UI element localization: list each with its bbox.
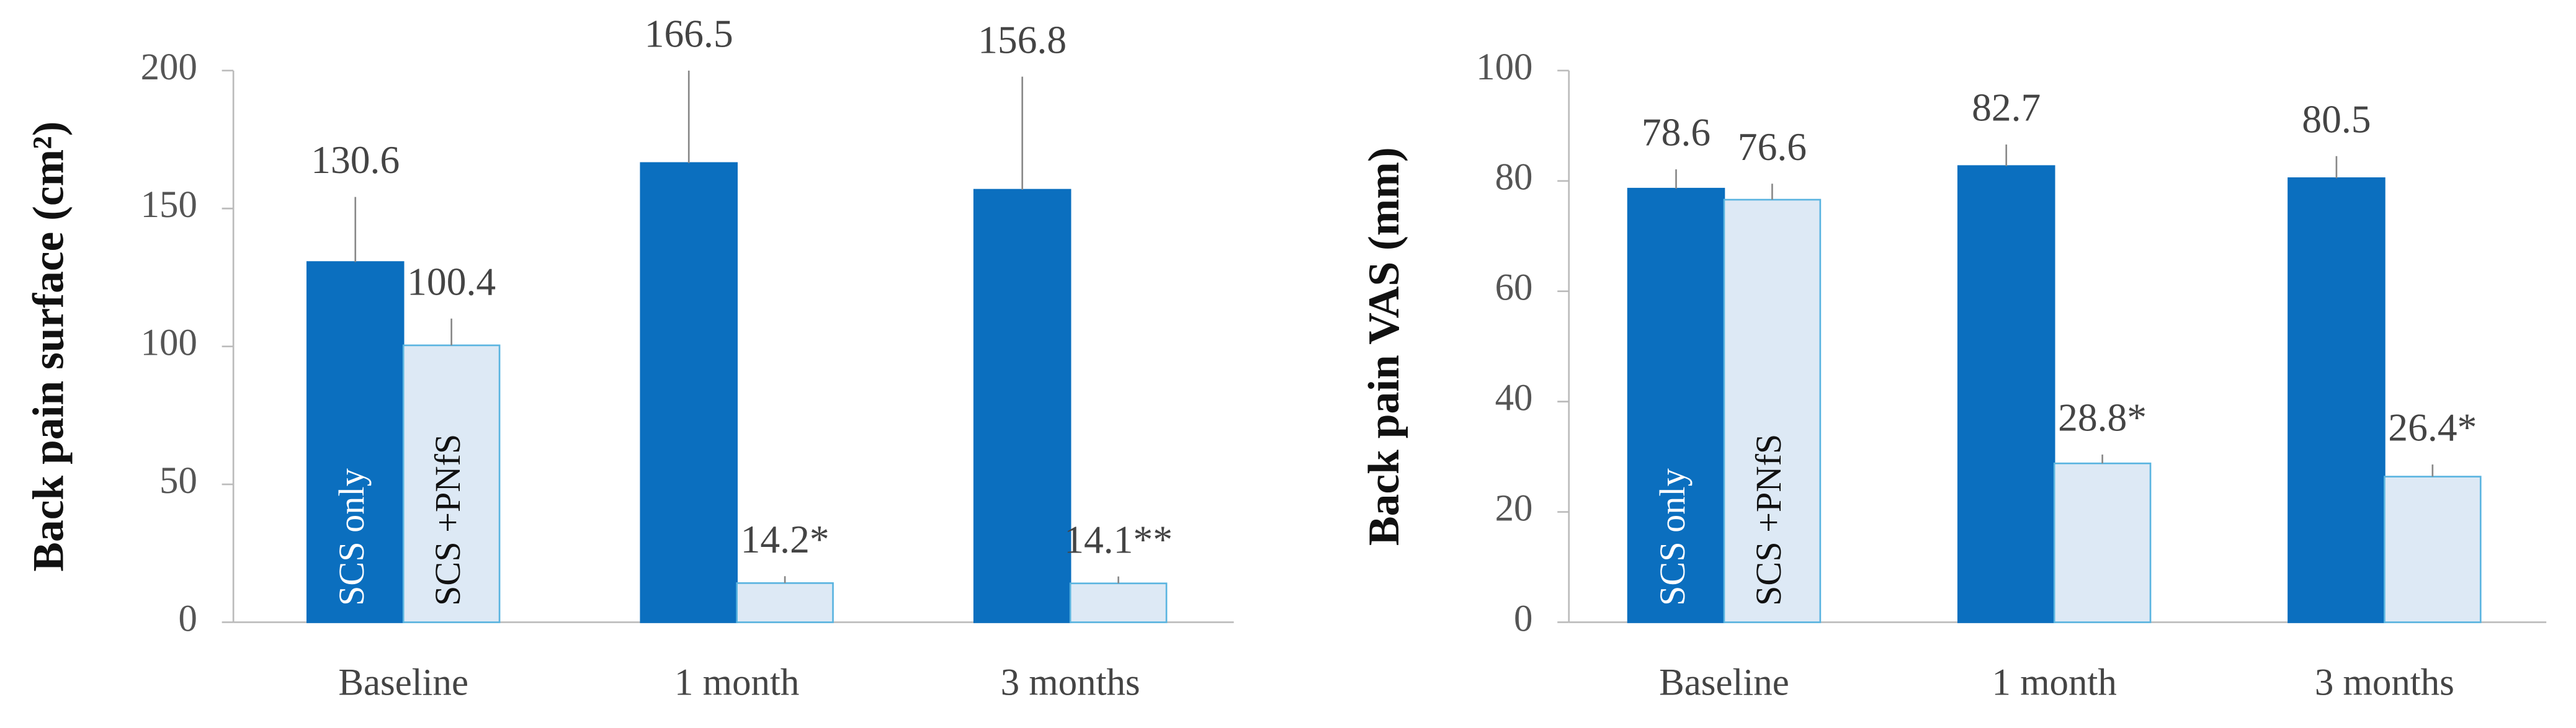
data-label: 80.5 [2302, 97, 2371, 141]
series-name: SCS only [1652, 468, 1693, 606]
x-tick-label: 1 month [674, 662, 799, 704]
data-label: 156.8 [978, 17, 1067, 61]
data-label: 78.6 [1642, 110, 1711, 154]
bar [1957, 165, 2055, 623]
series-name: SCS +PNfS [427, 434, 468, 606]
y-tick-label: 20 [1495, 488, 1533, 530]
data-label: 26.4* [2388, 406, 2477, 450]
bar [973, 189, 1071, 623]
x-tick-label: 3 months [1001, 662, 1140, 704]
y-tick-label: 200 [141, 47, 197, 88]
series-name: SCS only [331, 468, 372, 606]
bar [306, 261, 405, 623]
data-label: 166.5 [645, 11, 733, 55]
bar [402, 344, 501, 623]
y-tick-label: 150 [141, 184, 197, 226]
y-tick-label: 100 [1476, 47, 1532, 88]
x-tick-label: Baseline [1659, 662, 1789, 704]
series-name: SCS +PNfS [1748, 434, 1789, 606]
y-tick-label: 100 [141, 322, 197, 364]
y-tick-label: 40 [1495, 378, 1533, 419]
y-tick-label: 60 [1495, 267, 1533, 309]
data-label: 82.7 [1972, 86, 2041, 130]
y-axis-title: Back pain surface (cm²) [24, 122, 73, 572]
data-label: 100.4 [407, 259, 496, 303]
x-tick-label: 3 months [2315, 662, 2454, 704]
y-tick-label: 50 [159, 460, 197, 502]
y-tick-label: 80 [1495, 157, 1533, 198]
bar [2288, 177, 2386, 623]
bar [1069, 582, 1168, 623]
data-label: 14.2* [741, 517, 830, 561]
data-label: 14.1** [1064, 517, 1173, 561]
y-tick-label: 0 [1514, 598, 1532, 639]
bar [2053, 462, 2152, 623]
y-axis-title: Back pain VAS (mm) [1359, 147, 1408, 546]
data-label: 76.6 [1738, 125, 1807, 169]
x-tick-label: 1 month [1992, 662, 2117, 704]
bar [640, 162, 738, 623]
x-tick-label: Baseline [338, 662, 468, 704]
data-label: 130.6 [311, 138, 400, 182]
y-tick-label: 0 [178, 598, 197, 639]
bar [736, 582, 834, 623]
bar [2384, 476, 2482, 623]
data-label: 28.8* [2058, 396, 2147, 440]
